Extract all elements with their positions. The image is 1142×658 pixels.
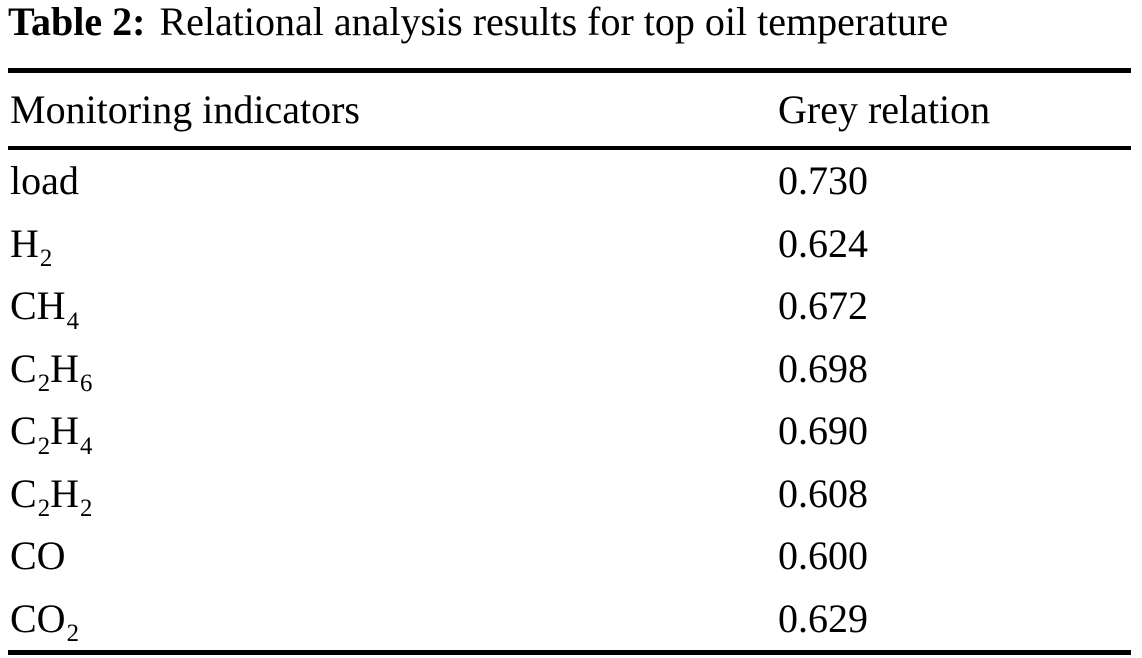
table-caption-text: Relational analysis results for top oil … [159, 0, 949, 44]
table-caption: Table 2: Relational analysis results for … [8, 0, 948, 48]
indicator-text: H [50, 470, 79, 516]
value-cell: 0.624 [778, 220, 868, 266]
column-header-grey-relation: Grey relation [778, 86, 991, 132]
indicator-cell: H2 [8, 220, 778, 271]
top-rule [8, 68, 1131, 73]
indicator-cell: load [8, 161, 778, 201]
subscript: 2 [37, 432, 51, 460]
subscript: 6 [79, 370, 93, 398]
indicator-text: C [10, 470, 37, 516]
subscript: 2 [66, 620, 79, 648]
indicator-text: load [10, 158, 79, 204]
indicator-cell: C2H2 [8, 470, 778, 521]
table-row: load 0.730 [8, 150, 1131, 213]
subscript: 2 [79, 495, 93, 523]
subscript: 2 [39, 245, 53, 273]
subscript: 2 [37, 495, 51, 523]
indicator-cell: CH4 [8, 283, 778, 334]
indicator-text: H [10, 220, 39, 266]
indicator-text: H [50, 345, 79, 391]
table-row: C2H6 0.698 [8, 338, 1131, 401]
table-row: C2H2 0.608 [8, 463, 1131, 526]
indicator-text: H [50, 408, 79, 454]
indicator-cell: C2H6 [8, 345, 778, 396]
value-cell: 0.698 [778, 345, 868, 391]
indicator-cell: CO [8, 536, 778, 576]
table-header-row: Monitoring indicators Grey relation [8, 73, 1131, 146]
column-header-monitoring-indicators: Monitoring indicators [10, 86, 360, 132]
table-row: CO 0.600 [8, 525, 1131, 588]
table-row: CH4 0.672 [8, 275, 1131, 338]
results-table: Monitoring indicators Grey relation load… [8, 68, 1131, 655]
value-cell: 0.600 [778, 533, 868, 579]
indicator-text: C [10, 345, 37, 391]
subscript: 2 [37, 370, 51, 398]
table-caption-label: Table 2: [8, 0, 146, 44]
subscript: 4 [66, 307, 79, 335]
table-row: C2H4 0.690 [8, 400, 1131, 463]
indicator-cell: C2H4 [8, 408, 778, 459]
value-cell: 0.672 [778, 283, 868, 329]
value-cell: 0.629 [778, 595, 868, 641]
indicator-text: CO [10, 533, 66, 579]
indicator-text: C [10, 408, 37, 454]
header-rule [8, 146, 1131, 150]
table-row: CO2 0.629 [8, 588, 1131, 651]
value-cell: 0.690 [778, 408, 868, 454]
indicator-text: CH [10, 283, 66, 329]
value-cell: 0.730 [778, 158, 868, 204]
value-cell: 0.608 [778, 470, 868, 516]
indicator-cell: CO2 [8, 595, 778, 646]
indicator-text: CO [10, 595, 66, 641]
table-body: load 0.730 H2 0.624 CH4 0.672 C2H6 0.698 C2H4 0.6… [8, 150, 1131, 650]
table-row: H2 0.624 [8, 213, 1131, 276]
bottom-rule [8, 650, 1131, 655]
subscript: 4 [79, 432, 93, 460]
